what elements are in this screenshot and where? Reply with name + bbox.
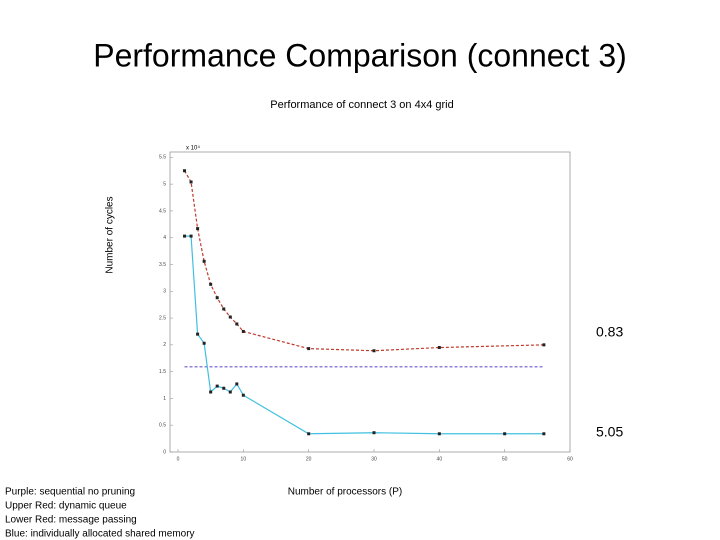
point-marker	[235, 382, 239, 386]
x-tick-label: 40	[437, 456, 443, 462]
point-marker	[183, 169, 187, 173]
x-tick-label: 30	[371, 456, 377, 462]
point-marker	[222, 307, 226, 311]
point-marker	[372, 431, 376, 435]
x-tick-label: 20	[306, 456, 312, 462]
point-marker	[241, 329, 245, 333]
y-tick-label: 4.5	[159, 208, 166, 214]
point-marker	[196, 332, 200, 336]
point-marker	[209, 282, 213, 286]
plot-frame	[169, 151, 571, 453]
series-line	[184, 235, 544, 435]
series-line	[184, 170, 544, 352]
legend-note: Blue: individually allocated shared memo…	[5, 529, 195, 540]
x-tick-label: 50	[502, 456, 508, 462]
y-tick-label: 0	[163, 449, 166, 455]
point-marker	[307, 432, 311, 436]
point-marker	[215, 384, 219, 388]
point-marker	[542, 343, 546, 347]
point-marker	[542, 432, 546, 436]
y-tick-label: 2.5	[159, 315, 166, 321]
point-marker	[222, 386, 226, 390]
x-tick-label: 60	[567, 456, 573, 462]
x-tick-label: 10	[241, 456, 247, 462]
y-tick-label: 2	[163, 342, 166, 348]
y-tick-label: 0.5	[159, 423, 166, 429]
point-marker	[307, 347, 311, 351]
y-tick-label: 1.5	[159, 369, 166, 375]
point-marker	[437, 346, 441, 350]
annotation: 0.83	[596, 324, 623, 340]
legend-note: Upper Red: dynamic queue	[5, 501, 127, 512]
point-marker	[241, 393, 245, 397]
point-marker	[202, 341, 206, 345]
slide-title: Performance Comparison (connect 3)	[93, 37, 627, 73]
point-marker	[189, 180, 193, 184]
point-marker	[503, 432, 507, 436]
point-marker	[437, 432, 441, 436]
point-marker	[215, 296, 219, 300]
y-tick-label: 4	[163, 235, 166, 241]
y-tick-label: 1	[163, 396, 166, 402]
point-marker	[196, 227, 200, 231]
legend-note: Lower Red: message passing	[5, 515, 137, 526]
point-marker	[235, 322, 239, 326]
y-exponent: x 10⁴	[186, 145, 200, 152]
point-marker	[189, 234, 193, 238]
legend-note: Purple: sequential no pruning	[5, 487, 135, 498]
point-marker	[228, 390, 232, 394]
chart-title: Performance of connect 3 on 4x4 grid	[270, 99, 453, 111]
y-tick-label: 5.5	[159, 155, 166, 161]
point-marker	[372, 349, 376, 353]
y-tick-label: 3.5	[159, 262, 166, 268]
point-marker	[228, 315, 232, 319]
point-marker	[183, 234, 187, 238]
x-tick-label: 0	[177, 456, 180, 462]
point-marker	[202, 259, 206, 263]
x-axis-label: Number of processors (P)	[288, 487, 402, 498]
y-tick-label: 5	[163, 181, 166, 187]
y-tick-label: 3	[163, 289, 166, 295]
point-marker	[209, 390, 213, 394]
y-axis-label: Number of cycles	[105, 196, 116, 273]
annotation: 5.05	[596, 424, 623, 440]
